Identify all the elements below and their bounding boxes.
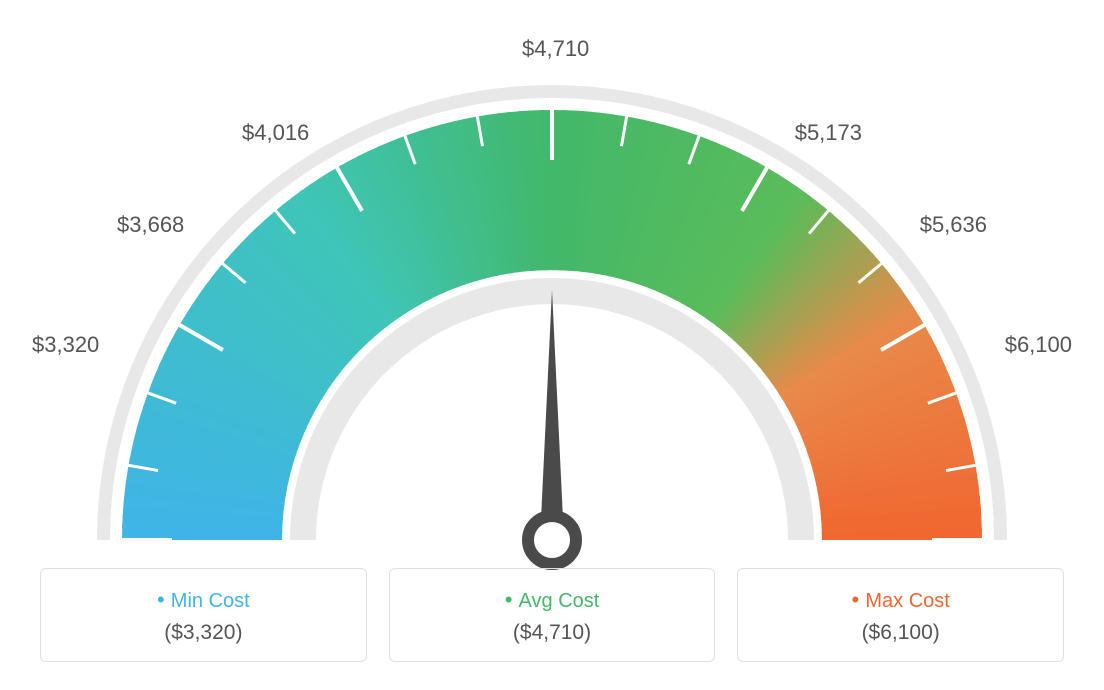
gauge-tick-label: $5,173	[795, 120, 862, 146]
gauge-svg	[52, 20, 1052, 580]
legend-value-max: ($6,100)	[738, 621, 1063, 645]
gauge-tick-label: $6,100	[1005, 332, 1072, 358]
legend-card-min: Min Cost ($3,320)	[40, 568, 367, 662]
legend-value-min: ($3,320)	[41, 621, 366, 645]
gauge-needle	[528, 290, 576, 564]
gauge-tick-label: $3,668	[117, 212, 184, 238]
legend-title-max: Max Cost	[738, 587, 1063, 613]
gauge-tick-label: $3,320	[32, 332, 99, 358]
gauge-tick-label: $4,016	[242, 120, 309, 146]
legend-value-avg: ($4,710)	[390, 621, 715, 645]
gauge-tick-label: $5,636	[920, 212, 987, 238]
legend-title-avg: Avg Cost	[390, 587, 715, 613]
legend-title-min: Min Cost	[41, 587, 366, 613]
gauge-chart: $3,320 $3,668 $4,016 $4,710 $5,173 $5,63…	[52, 20, 1052, 580]
legend-row: Min Cost ($3,320) Avg Cost ($4,710) Max …	[40, 568, 1064, 662]
legend-card-avg: Avg Cost ($4,710)	[389, 568, 716, 662]
gauge-tick-label: $4,710	[522, 36, 589, 62]
legend-card-max: Max Cost ($6,100)	[737, 568, 1064, 662]
